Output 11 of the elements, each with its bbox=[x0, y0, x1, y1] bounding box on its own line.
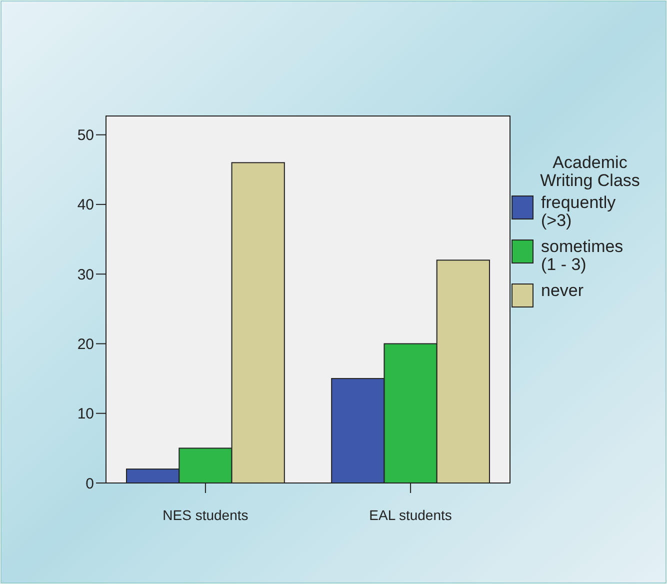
legend-label: sometimes (1 - 3) bbox=[541, 237, 624, 274]
x-tick-label: EAL students bbox=[369, 507, 452, 523]
y-tick-label: 50 bbox=[77, 127, 94, 144]
y-tick-label: 40 bbox=[77, 196, 94, 214]
x-tick-label: NES students bbox=[162, 507, 248, 523]
y-tick-label: 10 bbox=[77, 406, 94, 423]
legend-label: never bbox=[541, 281, 584, 300]
y-tick-label: 30 bbox=[77, 266, 94, 284]
legend-label: frequently (>3) bbox=[541, 193, 616, 230]
y-tick-label: 20 bbox=[77, 336, 94, 353]
y-tick-label: 0 bbox=[86, 475, 94, 492]
